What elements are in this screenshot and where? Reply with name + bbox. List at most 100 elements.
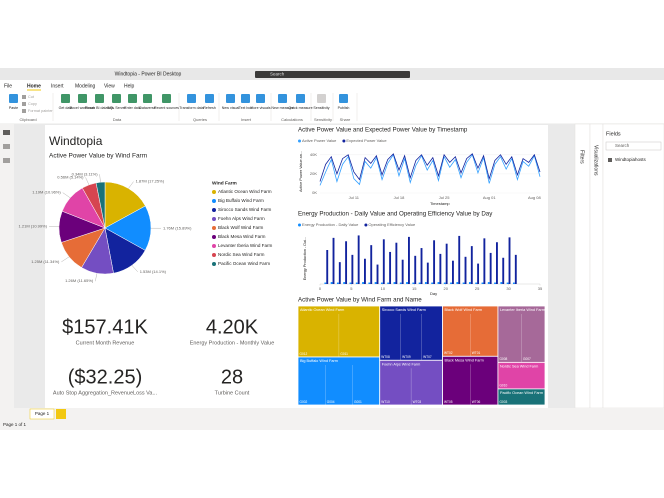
ribbon-tab[interactable]: View <box>104 83 115 89</box>
bar <box>481 282 484 284</box>
data-label: 1.87M (17.25%) <box>136 179 165 184</box>
page-tab[interactable] <box>29 408 55 420</box>
bar <box>343 282 346 284</box>
bar <box>475 282 478 284</box>
leaf-label: G002 <box>300 400 308 404</box>
data-label: 1.53M (14.1%) <box>140 269 167 274</box>
bar <box>355 282 358 284</box>
y-tick-label: 0K <box>312 190 317 195</box>
legend-label: Active Power Value <box>302 138 337 143</box>
bar <box>345 241 348 284</box>
data-label: 1.19M (10.96%) <box>32 190 61 195</box>
ribbon-group-label: Insert <box>241 117 252 122</box>
x-tick-label: Jul 25 <box>439 195 450 200</box>
ribbon-button[interactable]: Excel workbook <box>70 106 95 110</box>
table-name[interactable]: Windtopiahosts <box>615 157 647 162</box>
leaf-label: WT09 <box>402 355 411 359</box>
legend-label: Atlantic Ocean Wind Farm <box>218 189 272 194</box>
ribbon-tab[interactable]: File <box>4 83 12 89</box>
leaf-label: WT07 <box>423 355 432 359</box>
ribbon-button[interactable]: Power BI datasets <box>85 106 114 110</box>
ribbon-button[interactable]: More visuals <box>250 106 270 110</box>
ribbon-button[interactable]: Publish <box>338 106 350 110</box>
ribbon-button[interactable]: New measure <box>271 106 293 110</box>
bar <box>496 242 498 284</box>
legend-label: Black Mesa Wind Farm <box>218 234 266 239</box>
ribbon-button[interactable]: Sensitivity <box>313 106 329 110</box>
bar <box>464 256 467 284</box>
bar <box>512 282 515 284</box>
bar <box>483 238 486 284</box>
active-tab-underline <box>27 89 41 91</box>
ribbon-icon <box>61 94 70 103</box>
ribbon-button[interactable]: Cut <box>28 95 35 99</box>
leaf-label: WT02 <box>444 351 453 355</box>
leaf-label: G011 <box>340 352 348 356</box>
leaf-label: WT05 <box>444 400 453 404</box>
card-label: Energy Production - Monthly Value <box>190 340 275 346</box>
ribbon-button[interactable]: Refresh <box>203 106 216 110</box>
treemap-label: Atlantic Ocean Wind Farm <box>300 308 344 312</box>
search-placeholder: Search <box>270 72 285 77</box>
ribbon-group-label: Clipboard <box>19 117 36 122</box>
ribbon-tab[interactable]: Insert <box>51 83 64 89</box>
page-tab-bar <box>0 408 664 420</box>
ribbon-button[interactable]: Dataverse <box>139 106 155 110</box>
visualizations-label: Visualizations <box>593 145 599 176</box>
legend-label: Expected Power Value <box>346 138 387 143</box>
x-tick-label: 25 <box>475 286 480 291</box>
card-label: Auto Stop Aggregation_RevenueLoss Va... <box>53 390 158 396</box>
report-title: Windtopia <box>49 134 103 148</box>
filters-pane[interactable] <box>574 123 591 409</box>
model-view-icon[interactable] <box>3 158 10 163</box>
ribbon-button[interactable]: Get data <box>59 106 73 110</box>
ribbon-tab[interactable]: Home <box>27 83 41 89</box>
treemap-label: Foehn Alps Wind Farm <box>382 362 421 366</box>
legend-marker <box>212 235 216 239</box>
ribbon-button[interactable]: Recent sources <box>154 106 179 110</box>
x-tick-label: 30 <box>506 286 511 291</box>
leader-line <box>131 265 138 272</box>
ribbon-button[interactable]: Text box <box>239 106 253 110</box>
ribbon-icon <box>241 94 250 103</box>
legend-label: Levanter Iberia Wind Farm <box>218 243 273 248</box>
x-axis-label: Day <box>430 291 437 296</box>
ribbon-button[interactable]: Enter data <box>124 106 141 110</box>
line-series <box>319 153 541 186</box>
report-view-icon[interactable] <box>3 130 10 135</box>
data-view-icon[interactable] <box>3 144 10 149</box>
x-tick-label: 0 <box>319 286 322 291</box>
ribbon-button[interactable]: Transform data <box>179 106 203 110</box>
legend-marker <box>212 199 216 203</box>
legend-label: Nordic Sea Wind Farm <box>218 252 265 257</box>
bar <box>389 251 392 284</box>
ribbon-icon <box>162 94 171 103</box>
leader-line <box>95 273 98 282</box>
data-label: 1.26M (11.65%) <box>65 278 94 283</box>
leaf-label: WT01 <box>472 351 481 355</box>
bar <box>418 282 421 284</box>
ribbon-button[interactable]: Copy <box>28 102 37 106</box>
ribbon-icon <box>278 94 287 103</box>
add-page-button[interactable] <box>56 409 66 419</box>
ribbon-button[interactable]: Paste <box>9 106 18 110</box>
ribbon-button[interactable]: SQL Server <box>107 106 126 110</box>
search-box[interactable] <box>255 71 410 78</box>
leaf-label: WT10 <box>381 400 390 404</box>
ribbon-button[interactable]: New visual <box>222 106 240 110</box>
data-label: 0.56M (5.14%) <box>57 174 84 179</box>
page-tab-label: Page 1 <box>35 411 50 416</box>
bar <box>437 282 440 284</box>
pie-slice <box>104 205 152 251</box>
legend-marker <box>212 208 216 212</box>
bar <box>456 282 459 284</box>
legend-marker <box>212 253 216 257</box>
ribbon-button[interactable]: Quick measure <box>288 106 312 110</box>
ribbon-tab[interactable]: Help <box>124 83 135 89</box>
ribbon-group-label: Share <box>340 117 351 122</box>
ribbon-tab[interactable]: Modeling <box>75 83 96 89</box>
fields-search[interactable] <box>605 141 662 151</box>
ribbon-button[interactable]: Format painter <box>28 109 53 113</box>
treemap-label: Big Buffalo Wind Farm <box>300 359 338 363</box>
ribbon-icon <box>22 95 26 99</box>
